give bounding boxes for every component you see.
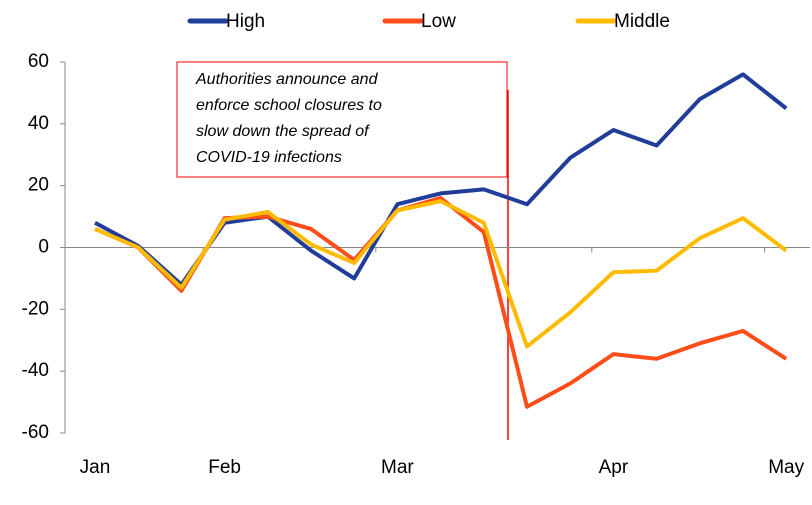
annotation: enforce school closures to	[196, 97, 382, 114]
y-tick-label: -20	[22, 298, 49, 319]
legend-label: Low	[421, 11, 456, 32]
x-tick-label: Jan	[80, 457, 111, 478]
annotation: COVID-19 infections	[196, 149, 342, 166]
y-tick-label: -60	[22, 422, 49, 443]
y-tick-label: -40	[22, 360, 49, 381]
annotation: slow down the spread of	[196, 123, 370, 140]
x-tick-label: Feb	[208, 457, 241, 478]
y-tick-label: 60	[28, 51, 49, 72]
x-tick-label: Mar	[381, 457, 414, 478]
y-tick-label: 20	[28, 175, 49, 196]
y-tick-label: 0	[38, 237, 49, 258]
x-tick-label: Apr	[599, 457, 629, 478]
legend-label: High	[226, 11, 265, 32]
annotation: Authorities announce and	[195, 71, 379, 88]
annotation-box	[176, 61, 508, 178]
y-tick-label: 40	[28, 113, 49, 134]
series-line	[94, 196, 788, 409]
legend-label: Middle	[614, 11, 670, 32]
x-tick-label: May	[768, 457, 804, 478]
series-line	[94, 199, 788, 349]
